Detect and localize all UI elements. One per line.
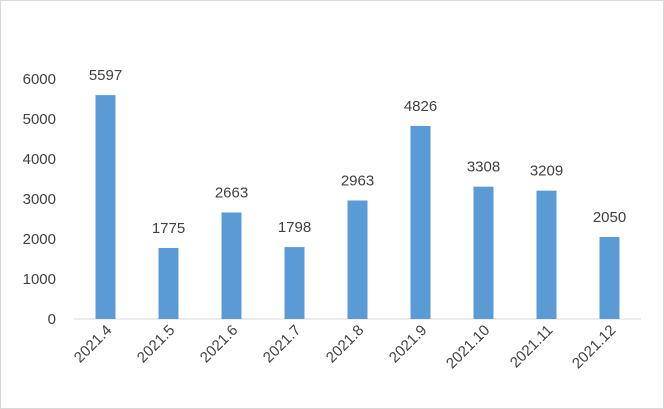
- data-label: 4826: [404, 98, 437, 115]
- x-category-label: 2021.4: [71, 322, 115, 366]
- data-label: 3209: [530, 163, 563, 180]
- x-category-label: 2021.9: [386, 322, 430, 366]
- bar: [410, 125, 431, 320]
- data-label: 5597: [89, 67, 122, 84]
- bar: [95, 95, 116, 320]
- data-label: 2963: [341, 172, 374, 189]
- y-tick-label: 4000: [23, 151, 56, 168]
- bar: [599, 237, 620, 319]
- bar: [536, 190, 557, 319]
- x-category-label: 2021.8: [323, 322, 367, 366]
- data-label: 2663: [215, 184, 248, 201]
- data-label: 3308: [467, 159, 500, 176]
- bar: [347, 200, 368, 319]
- x-category-label: 2021.7: [260, 322, 304, 366]
- bars: [95, 95, 620, 320]
- y-tick-label: 1000: [23, 271, 56, 288]
- bar: [473, 186, 494, 319]
- y-axis-ticks: 0 1000 2000 3000 4000 5000 6000: [23, 71, 56, 328]
- x-axis-labels: 2021.4 2021.5 2021.6 2021.7 2021.8 2021.9 2021…: [71, 322, 619, 372]
- data-labels: 5597 1775 2663 1798 2963 4826 3308 3209 2050: [89, 67, 626, 237]
- bar: [284, 247, 305, 319]
- data-label: 1798: [278, 219, 311, 236]
- x-category-label: 2021.11: [507, 322, 557, 372]
- y-tick-label: 0: [48, 311, 56, 328]
- x-category-label: 2021.12: [569, 322, 619, 372]
- data-label: 1775: [152, 220, 185, 237]
- x-category-label: 2021.6: [197, 322, 241, 366]
- y-tick-label: 5000: [23, 111, 56, 128]
- y-tick-label: 2000: [23, 231, 56, 248]
- x-category-label: 2021.5: [134, 322, 178, 366]
- bar: [221, 212, 242, 319]
- x-category-label: 2021.10: [443, 322, 493, 372]
- data-label: 2050: [593, 209, 626, 226]
- y-tick-label: 6000: [23, 71, 56, 88]
- y-tick-label: 3000: [23, 191, 56, 208]
- bar: [158, 248, 179, 319]
